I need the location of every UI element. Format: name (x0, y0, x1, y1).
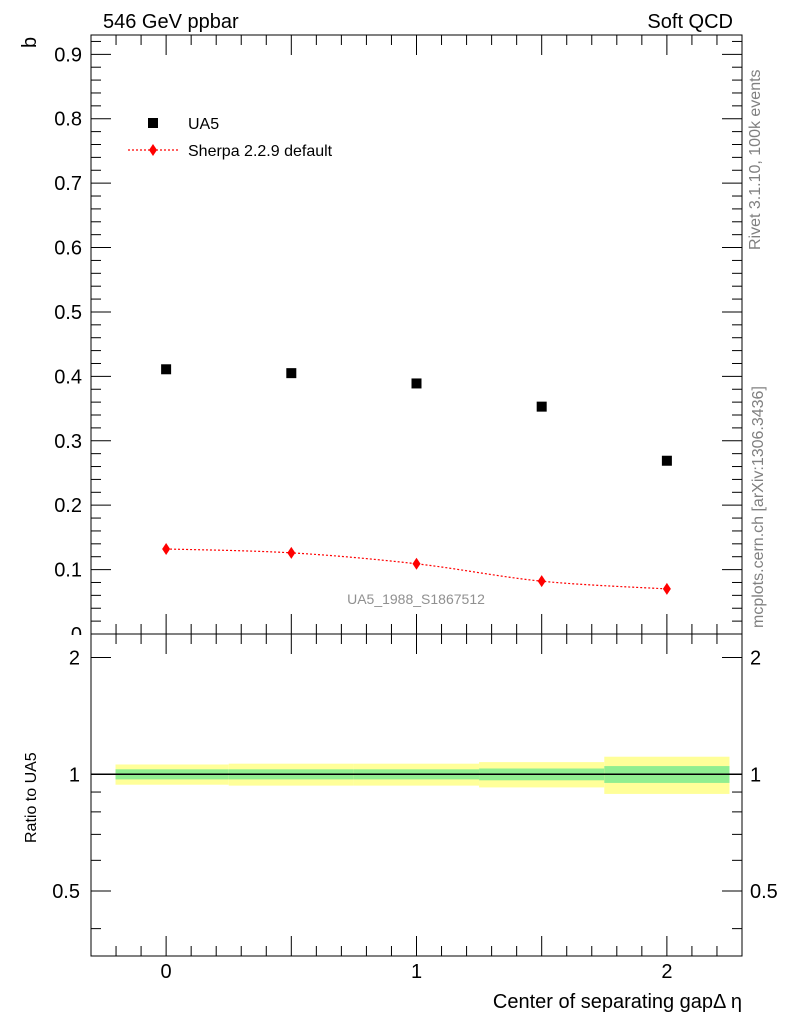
ua5-data-point (286, 368, 297, 379)
ua5-data-point (161, 364, 172, 375)
ratio-plot-frame (90, 633, 743, 957)
main-ytick-label: 0.9 (54, 44, 82, 66)
ratio-ytick-label-right: 0.5 (750, 881, 778, 903)
main-series (161, 364, 672, 595)
legend-sherpa-marker (149, 144, 157, 156)
ratio-ytick-label-right: 1 (750, 764, 761, 786)
ratio-ylabel: Ratio to UA5 (23, 752, 40, 843)
main-axis-ticks: 0.10.20.30.40.50.60.70.80.90 (54, 35, 742, 647)
sherpa-data-point (412, 557, 421, 570)
ua5-data-point (536, 401, 547, 412)
main-ytick-label: 0.6 (54, 238, 82, 260)
main-ytick-label: 0.8 (54, 109, 82, 131)
sherpa-data-point (537, 575, 546, 588)
legend: UA5 Sherpa 2.2.9 default (128, 116, 333, 160)
main-ytick-label: 0.4 (54, 366, 82, 388)
ratio-uncertainty-bands (115, 756, 730, 794)
ua5-data-point (661, 455, 672, 466)
mcplots-label: mcplots.cern.ch [arXiv:1306.3436] (750, 386, 767, 628)
header-right-title: Soft QCD (647, 11, 733, 33)
sherpa-data-point (162, 542, 171, 555)
xtick-label: 0 (161, 961, 172, 983)
xtick-label: 1 (411, 961, 422, 983)
sherpa-data-point (287, 546, 296, 559)
rivet-version-label: Rivet 3.1.10, 100k events (747, 69, 764, 250)
main-ytick-label: 0.3 (54, 431, 82, 453)
legend-ua5-marker (148, 118, 158, 128)
main-ytick-label: 0.5 (54, 302, 82, 324)
ratio-ytick-label-left: 1 (69, 764, 80, 786)
main-ytick-label: 0.7 (54, 173, 82, 195)
legend-ua5-label: UA5 (188, 116, 219, 133)
xtick-label: 2 (661, 961, 672, 983)
main-ylabel: b (19, 37, 41, 48)
x-axis-label: Center of separating gapΔ η (493, 991, 742, 1013)
header-left-title: 546 GeV ppbar (103, 11, 239, 33)
main-ytick-label: 0.1 (54, 560, 82, 582)
ratio-axis-ticks: 0.5 0.5 1 1 2 2 0 1 2 (52, 634, 778, 983)
ua5-data-point (411, 378, 422, 389)
ratio-ytick-label-right: 2 (750, 648, 761, 670)
legend-sherpa-label: Sherpa 2.2.9 default (188, 143, 333, 160)
zero-label-mask (60, 635, 90, 647)
sherpa-data-point (662, 582, 671, 595)
ratio-ytick-label-left: 0.5 (52, 881, 80, 903)
analysis-id-label: UA5_1988_S1867512 (347, 591, 485, 607)
main-ytick-label: 0.2 (54, 495, 82, 517)
ratio-ytick-label-left: 2 (69, 648, 80, 670)
